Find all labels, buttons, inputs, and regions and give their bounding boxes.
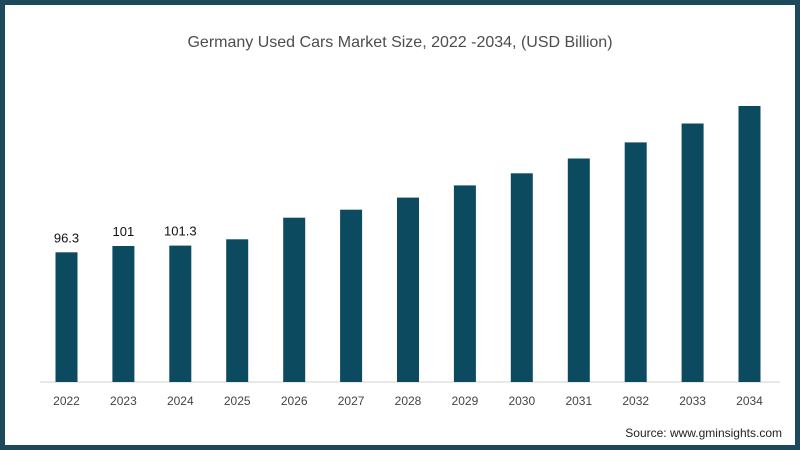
- bar-2023: [112, 246, 135, 382]
- x-tick-2026: 2026: [281, 394, 308, 408]
- x-tick-2025: 2025: [224, 394, 251, 408]
- bar-2022: [55, 252, 78, 382]
- bar-2024: [169, 245, 192, 382]
- chart-title: Germany Used Cars Market Size, 2022 -203…: [187, 34, 613, 51]
- bar-group: [55, 106, 761, 382]
- bar-2027: [340, 209, 363, 382]
- x-tick-2030: 2030: [508, 394, 535, 408]
- x-tick-2027: 2027: [338, 394, 365, 408]
- x-tick-2032: 2032: [622, 394, 649, 408]
- data-label-2024: 101.3: [164, 224, 197, 239]
- x-tick-2034: 2034: [736, 394, 763, 408]
- bar-2026: [283, 217, 306, 382]
- data-label-group: 96.3 101 101.3: [54, 224, 197, 246]
- x-tick-2029: 2029: [452, 394, 479, 408]
- x-tick-2028: 2028: [395, 394, 422, 408]
- bar-2032: [624, 142, 647, 382]
- bar-2031: [567, 158, 590, 382]
- data-label-2022: 96.3: [54, 230, 79, 245]
- x-tick-2023: 2023: [110, 394, 137, 408]
- x-tick-group: 2022 2023 2024 2025 2026 2027 2028 2029 2030 2031…: [53, 394, 763, 408]
- data-label-2023: 101: [113, 224, 135, 239]
- x-tick-2024: 2024: [167, 394, 194, 408]
- bar-2030: [510, 173, 533, 382]
- bar-2029: [453, 185, 476, 382]
- x-tick-2031: 2031: [565, 394, 592, 408]
- bar-2025: [226, 239, 249, 382]
- bar-2034: [738, 106, 761, 382]
- source-note: Source: www.gminsights.com: [625, 426, 782, 440]
- x-tick-2033: 2033: [679, 394, 706, 408]
- bar-2033: [681, 123, 704, 382]
- bar-2028: [397, 197, 419, 382]
- x-tick-2022: 2022: [53, 394, 80, 408]
